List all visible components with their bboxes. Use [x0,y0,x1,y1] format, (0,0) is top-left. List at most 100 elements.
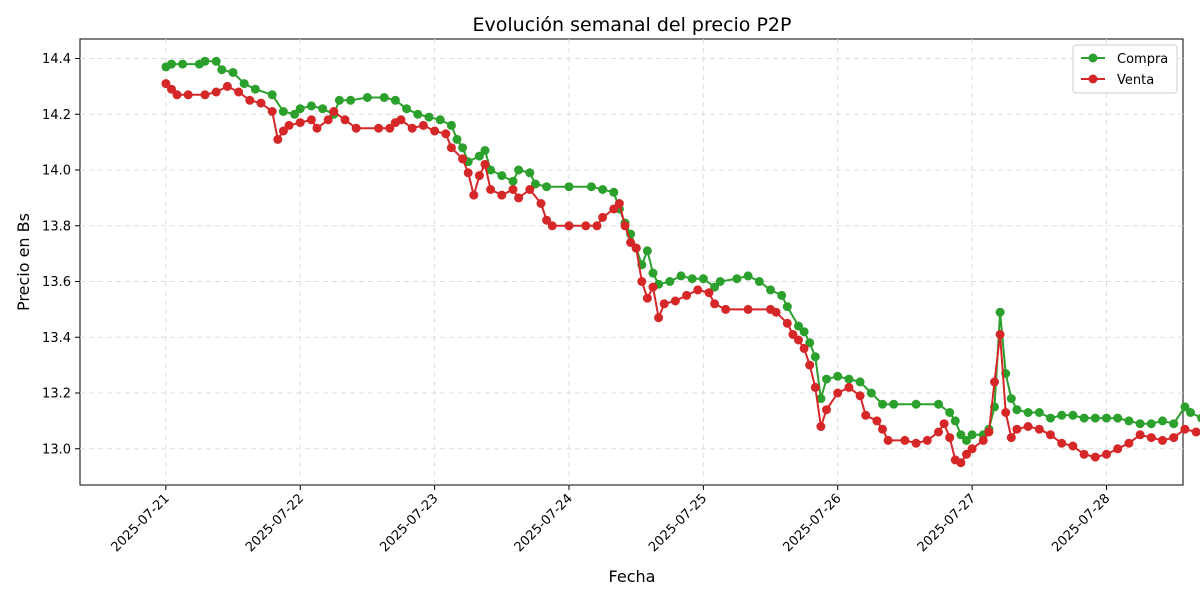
data-point-venta [614,199,624,208]
data-point-venta [1046,430,1055,440]
y-tick-label: 14.0 [42,164,71,179]
data-point-venta [900,435,910,445]
data-point-venta [1102,449,1111,459]
data-point-venta [721,304,731,314]
data-point-compra [1006,394,1016,404]
data-point-venta [771,307,781,317]
data-point-venta [1090,452,1100,462]
data-point-venta [794,335,803,345]
data-point-venta [446,143,456,153]
data-point-venta [911,438,921,448]
y-axis: 13.0 13.2 13.4 13.6 13.8 14.0 14.2 14.4 [42,52,80,457]
data-point-compra [1158,416,1167,426]
data-point-compra [878,399,887,409]
data-point-compra [1023,408,1033,417]
data-point-compra [934,399,943,409]
data-point-compra [911,399,921,409]
data-point-compra [497,171,507,181]
legend-marker-venta [1088,74,1098,84]
data-point-compra [1124,416,1134,426]
data-point-venta [525,185,535,194]
data-point-compra [822,374,831,384]
data-point-venta [295,118,305,128]
data-point-venta [799,343,809,353]
data-point-compra [866,388,876,398]
y-tick-label: 14.2 [42,108,71,123]
data-point-compra [530,179,540,189]
data-point-venta [631,243,641,253]
data-point-venta [167,84,176,94]
data-point-compra [424,112,434,122]
data-point-venta [743,304,753,314]
data-point-venta [474,171,484,181]
data-point-venta [788,330,798,339]
data-point-compra [239,79,249,89]
data-point-compra [346,95,356,105]
data-point-venta [592,221,602,231]
data-point-venta [922,435,932,445]
data-point-compra [1169,419,1179,429]
data-point-venta [542,215,552,225]
data-point-compra [446,120,456,130]
data-point-compra [178,59,188,69]
data-point-venta [418,120,428,130]
data-point-compra [228,68,238,77]
data-point-venta [1057,438,1067,448]
data-point-venta [984,427,994,437]
data-point-venta [682,290,692,300]
data-point-venta [564,221,574,231]
data-point-venta [878,424,887,434]
data-point-compra [250,84,260,94]
data-point-venta [458,154,468,164]
data-point-venta [642,293,652,303]
data-point-venta [323,115,333,125]
data-point-compra [805,338,815,348]
data-point-compra [950,416,960,426]
data-point-venta [396,115,406,125]
data-point-venta [598,212,608,222]
data-point-venta [161,79,171,89]
y-tick-label: 13.8 [42,219,71,234]
data-point-venta [480,159,490,169]
data-point-venta [312,123,322,133]
data-point-venta [1068,441,1078,451]
data-point-compra [402,104,412,114]
data-point-venta [1180,424,1190,434]
data-point-venta [810,382,820,392]
data-point-venta [1191,427,1200,437]
data-point-venta [256,98,266,108]
data-point-venta [1146,433,1156,443]
data-point-compra [458,143,468,153]
data-point-compra [648,268,658,278]
data-point-compra [799,327,809,337]
data-point-compra [564,182,574,192]
data-point-venta [441,129,451,139]
data-point-venta [648,282,658,292]
data-point-venta [1158,435,1167,445]
data-point-venta [782,318,792,328]
data-point-compra [267,90,277,100]
data-point-venta [816,422,826,431]
data-point-compra [1197,413,1200,423]
legend-label-venta: Venta [1117,73,1154,88]
data-point-venta [710,299,720,309]
data-point-venta [1034,424,1044,434]
data-point-venta [620,221,630,231]
grid [80,39,1183,485]
data-point-venta [581,221,591,231]
data-point-compra [945,408,955,417]
data-point-venta [536,199,546,208]
data-point-venta [939,419,949,429]
data-point-venta [934,427,943,437]
data-point-venta [822,405,831,415]
data-point-venta [172,90,182,100]
data-point-venta [693,285,703,295]
legend-item-compra: Compra [1081,52,1168,67]
data-point-compra [995,307,1005,317]
data-point-compra [290,109,300,119]
y-tick-label: 14.4 [42,52,71,67]
data-point-venta [659,299,669,309]
data-point-compra [962,435,971,445]
data-point-compra [525,168,535,178]
